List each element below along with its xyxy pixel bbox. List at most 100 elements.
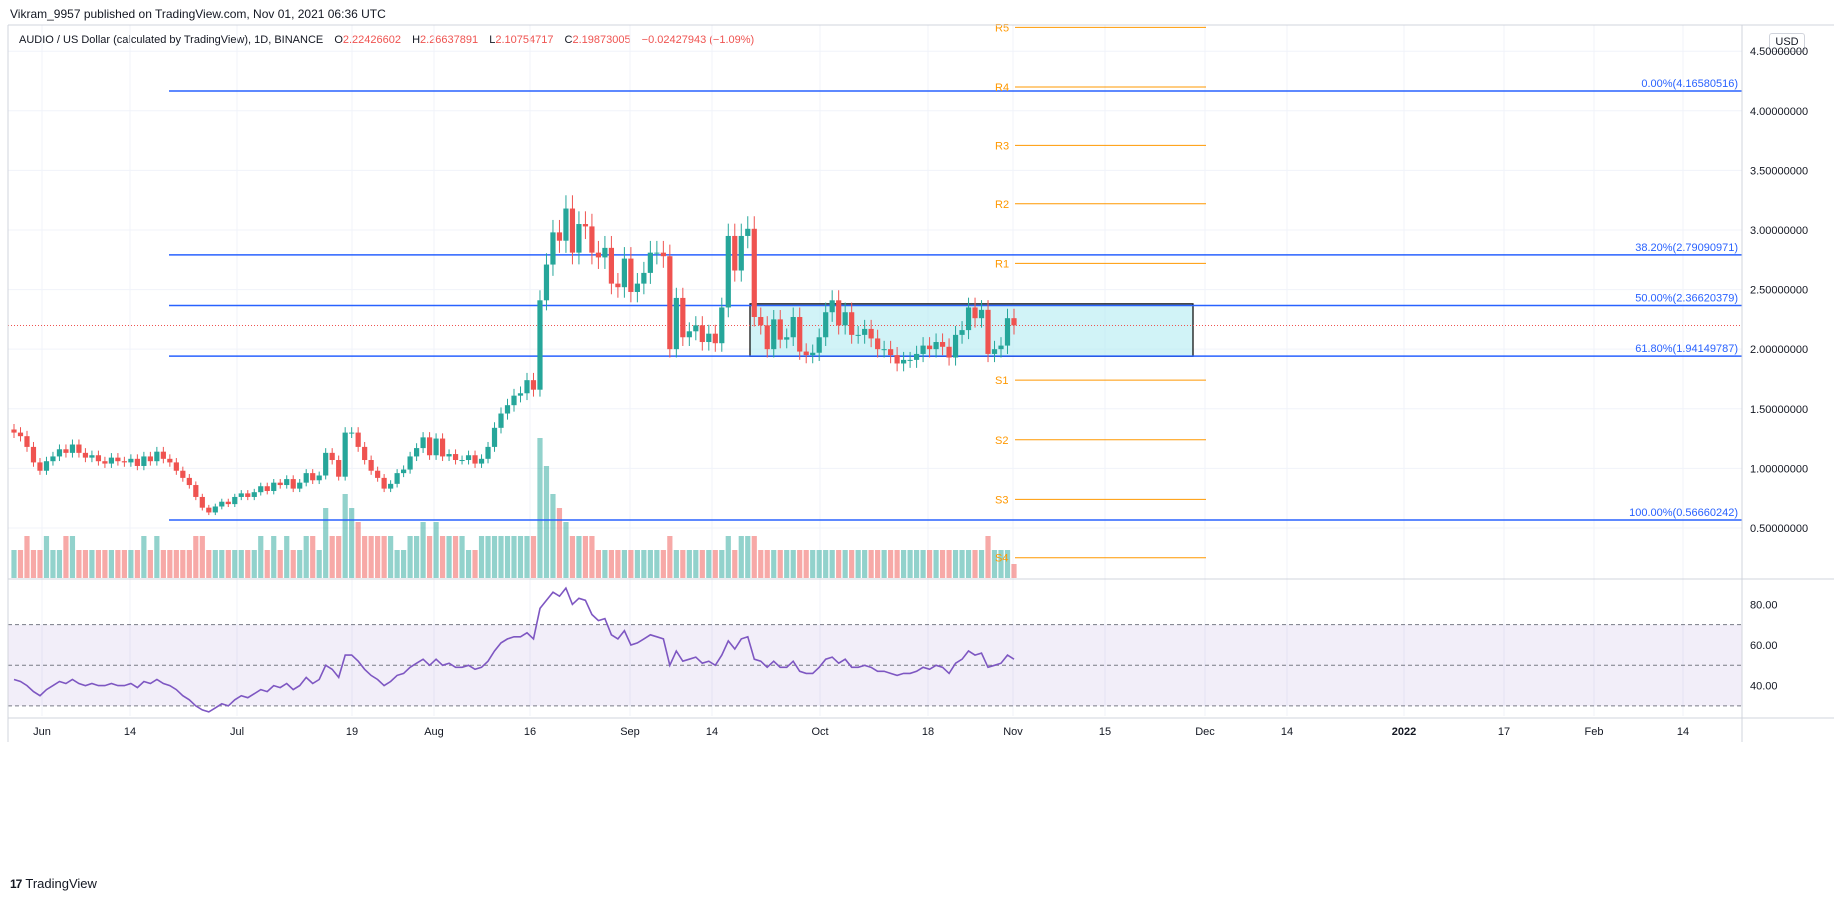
candle-body — [167, 458, 173, 463]
candle-body — [907, 359, 913, 361]
volume-bar — [297, 550, 303, 578]
candle-body — [654, 252, 660, 254]
volume-bar — [907, 550, 913, 578]
volume-bar — [933, 550, 939, 578]
candle-body — [673, 297, 679, 350]
candle-body — [771, 319, 777, 350]
price-tick-label: 3.50000000 — [1750, 165, 1808, 177]
candle-body — [849, 312, 855, 335]
time-tick-label: 18 — [922, 726, 934, 738]
volume-bar — [959, 550, 965, 578]
legend-close-value: 2.19873005 — [572, 34, 631, 46]
candle-body — [712, 333, 718, 344]
price-axis: 4.500000004.000000003.500000003.00000000… — [1750, 46, 1808, 535]
candle-body — [375, 470, 381, 478]
candle-body — [504, 405, 511, 414]
volume-bar — [517, 536, 524, 578]
candle-body — [680, 297, 686, 338]
candle-body — [1004, 318, 1011, 346]
volume-bar — [972, 550, 978, 578]
candle-body — [323, 452, 329, 476]
time-tick-label: Feb — [1585, 726, 1604, 738]
candle-body — [881, 349, 887, 351]
volume-bar — [686, 550, 692, 578]
candle-body — [381, 477, 387, 489]
volume-bar — [478, 536, 485, 578]
grid-lines — [8, 25, 1742, 716]
candle-body — [212, 506, 218, 513]
candle-body — [667, 256, 673, 350]
candle-body — [180, 470, 186, 478]
volume-bar — [524, 536, 530, 578]
volume-bar — [965, 550, 972, 578]
volume-bar — [303, 536, 309, 578]
candle-body — [368, 460, 374, 471]
volume-bar — [401, 550, 407, 578]
volume-bar — [17, 550, 24, 578]
candle-body — [647, 252, 653, 273]
candle-body — [628, 258, 634, 292]
candle-body — [50, 456, 56, 462]
volume-bar — [634, 550, 640, 578]
volume-bar — [232, 550, 238, 578]
volume-bar — [621, 550, 627, 578]
volume-bar — [868, 550, 874, 578]
volume-bar — [569, 536, 576, 578]
candle-body — [277, 482, 283, 486]
candle-body — [24, 436, 30, 447]
price-tick-label: 1.00000000 — [1750, 463, 1808, 475]
volume-bar — [439, 536, 446, 578]
volume-bar — [543, 466, 550, 578]
volume-bar — [991, 550, 998, 578]
candle-body — [829, 300, 835, 313]
volume-bar — [1011, 564, 1017, 578]
volume-bar — [452, 536, 459, 578]
volume-bar — [271, 536, 277, 578]
volume-bar — [667, 536, 673, 578]
volume-bar — [913, 550, 920, 578]
volume-bar — [784, 550, 790, 578]
volume-bar — [926, 550, 933, 578]
candle-body — [595, 252, 602, 258]
rsi-band — [8, 624, 1742, 706]
volume-bar — [530, 536, 537, 578]
legend-symbol: AUDIO / US Dollar (calculated by Trading… — [19, 34, 324, 46]
candle-body — [803, 351, 809, 356]
volume-bar — [537, 438, 543, 578]
volume-bar — [11, 550, 17, 578]
volume-bar — [608, 550, 615, 578]
volume-bar — [63, 536, 69, 578]
currency-button[interactable]: USD — [1769, 33, 1805, 52]
volume-bar — [349, 508, 355, 578]
candle-body — [186, 477, 192, 486]
volume-bar — [277, 550, 283, 578]
candle-body — [719, 307, 725, 344]
candle-body — [797, 316, 803, 352]
candle-body — [875, 338, 881, 350]
candle-body — [115, 457, 121, 462]
volume-bar — [102, 550, 108, 578]
candle-body — [258, 486, 264, 493]
time-tick-label: 14 — [706, 726, 718, 738]
rsi-line — [13, 586, 1015, 713]
pivot-label: R2 — [995, 199, 1009, 211]
candle-body — [446, 454, 452, 457]
candle-body — [926, 345, 933, 350]
volume-bar — [472, 550, 478, 578]
volume-bar — [491, 536, 498, 578]
volume-bar — [121, 550, 127, 578]
volume-bar — [284, 536, 290, 578]
volume-bar — [147, 550, 153, 578]
candle-body — [478, 458, 485, 464]
candle-body — [413, 448, 420, 457]
pivot-label: S1 — [995, 375, 1008, 387]
candle-body — [310, 473, 316, 481]
candle-body — [303, 473, 309, 483]
candle-body — [251, 492, 257, 497]
volume-bar — [310, 536, 316, 578]
tradingview-brand[interactable]: 17 TradingView — [10, 876, 97, 891]
candle-body — [76, 444, 82, 453]
candle-body — [394, 473, 400, 484]
volume-bar — [758, 550, 764, 578]
